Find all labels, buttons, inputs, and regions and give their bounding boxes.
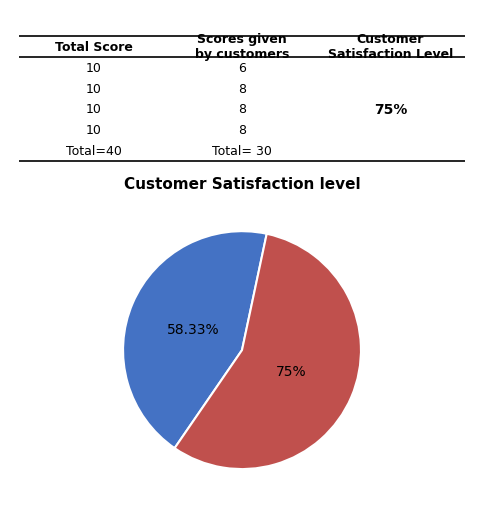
- Title: Customer Satisfaction level: Customer Satisfaction level: [124, 176, 360, 191]
- Wedge shape: [123, 232, 267, 448]
- Wedge shape: [175, 234, 361, 469]
- Legend: Previous Project, New Project: Previous Project, New Project: [121, 505, 363, 509]
- Text: 75%: 75%: [276, 364, 306, 379]
- Text: 58.33%: 58.33%: [166, 322, 219, 336]
